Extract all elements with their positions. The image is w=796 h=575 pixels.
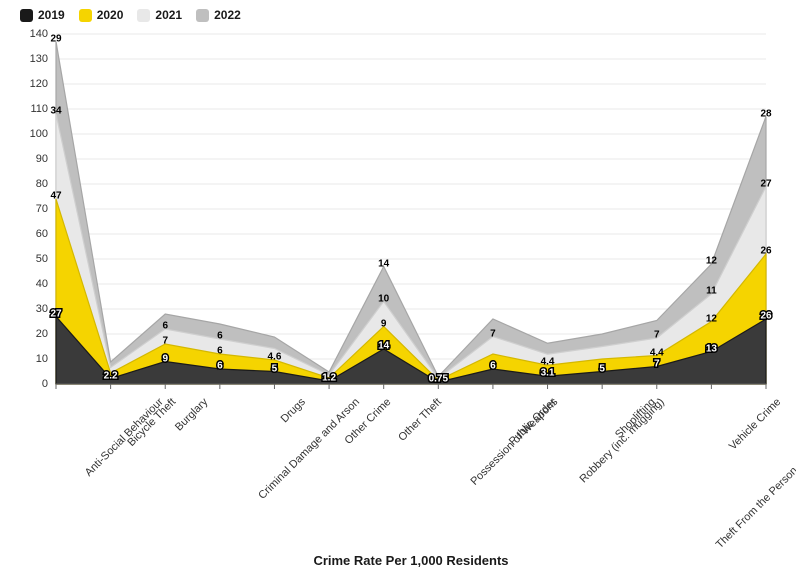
- data-label-2020: 4.4: [541, 357, 555, 368]
- data-label-2020: 26: [760, 246, 771, 257]
- data-label-2021: 34: [50, 106, 61, 117]
- data-label-2019: 1.21.2: [322, 373, 336, 384]
- data-label-2020: 12: [706, 313, 717, 324]
- data-label-2019: 77: [654, 358, 660, 369]
- y-tick-label: 0: [2, 378, 48, 390]
- data-label-2020: 6: [217, 346, 223, 357]
- data-label-2021: 27: [760, 178, 771, 189]
- data-label-2019: 0.750.75: [429, 374, 448, 385]
- plot-area: [0, 0, 796, 575]
- y-tick-label: 110: [2, 103, 48, 115]
- data-label-2021: 6: [217, 331, 223, 342]
- data-label-2022: 28: [760, 108, 771, 119]
- data-label-2019: 55: [272, 363, 278, 374]
- y-tick-label: 130: [2, 53, 48, 65]
- data-label-2019: 99: [162, 353, 168, 364]
- y-axis: 0 10 20 30 40 50 60 70 80 90 100 110 120 130 140: [0, 0, 48, 575]
- data-label-2019: 2727: [50, 308, 61, 319]
- data-label-2020: 4.4: [650, 347, 664, 358]
- data-label-2019: 2626: [760, 311, 771, 322]
- chart-container: 2019 2020 2021 2022 01020304050607080901…: [0, 0, 796, 575]
- data-label-2019: 66: [217, 361, 223, 372]
- data-label-2022: 29: [50, 33, 61, 44]
- y-tick-label: 10: [2, 353, 48, 365]
- y-tick-label: 80: [2, 178, 48, 190]
- data-label-2020: 47: [50, 191, 61, 202]
- data-label-2019: 2.22.2: [104, 370, 118, 381]
- y-tick-label: 30: [2, 303, 48, 315]
- y-tick-label: 70: [2, 203, 48, 215]
- y-tick-label: 40: [2, 278, 48, 290]
- data-label-2019: 1414: [378, 341, 389, 352]
- data-label-2019: 1313: [706, 343, 717, 354]
- data-label-2022: 14: [378, 258, 389, 269]
- y-tick-label: 20: [2, 328, 48, 340]
- y-tick-label: 90: [2, 153, 48, 165]
- y-tick-label: 60: [2, 228, 48, 240]
- data-label-2021: 6: [162, 321, 168, 332]
- data-label-2019: 3.13.1: [541, 368, 555, 379]
- data-label-2020: 7: [162, 336, 168, 347]
- data-label-2021: 10: [378, 293, 389, 304]
- data-label-2020: 4.6: [268, 352, 282, 363]
- data-label-2021: 11: [706, 286, 717, 297]
- data-label-2021: 7: [490, 328, 496, 339]
- data-label-2022: 12: [706, 256, 717, 267]
- data-label-2020: 9: [381, 318, 387, 329]
- x-axis-title: Crime Rate Per 1,000 Residents: [56, 553, 766, 568]
- data-label-2021: 7: [654, 330, 660, 341]
- y-tick-label: 100: [2, 128, 48, 140]
- y-tick-label: 50: [2, 253, 48, 265]
- data-label-2019: 66: [490, 361, 496, 372]
- data-label-2019: 55: [599, 363, 605, 374]
- y-tick-label: 120: [2, 78, 48, 90]
- y-tick-label: 140: [2, 28, 48, 40]
